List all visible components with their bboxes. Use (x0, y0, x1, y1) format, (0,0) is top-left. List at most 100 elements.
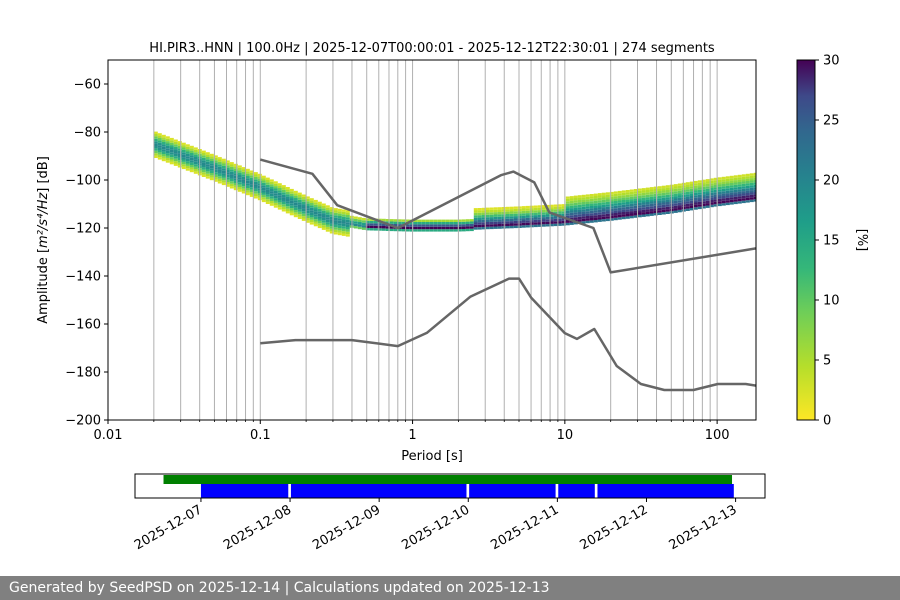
density-cell (405, 219, 410, 222)
density-cell (169, 145, 174, 148)
density-cell (433, 219, 438, 222)
density-cell (605, 213, 610, 217)
density-cell (537, 212, 542, 215)
density-cell (265, 182, 270, 185)
density-cell (313, 211, 318, 215)
density-cell (705, 183, 710, 187)
density-cell (297, 204, 302, 207)
density-cell (505, 218, 510, 222)
density-cell (245, 173, 250, 176)
density-cell (493, 224, 498, 227)
density-cell (237, 172, 242, 175)
density-cell (633, 189, 638, 192)
density-cell (325, 222, 330, 225)
density-cell (353, 223, 358, 227)
density-cell (721, 186, 726, 189)
density-cell (465, 226, 470, 229)
density-cell (641, 209, 646, 213)
density-cell (693, 183, 698, 186)
density-cell (733, 199, 738, 202)
density-cell (225, 184, 230, 187)
density-cell (661, 195, 666, 198)
density-cell (637, 190, 642, 194)
density-cell (625, 216, 630, 219)
density-cell (389, 219, 394, 222)
density-cell (649, 199, 654, 202)
density-cell (245, 185, 250, 188)
density-cell (573, 222, 578, 225)
density-cell (513, 208, 518, 212)
density-cell (329, 209, 334, 212)
density-cell (733, 175, 738, 178)
density-cell (597, 193, 602, 196)
density-cell (425, 219, 430, 222)
density-cell (525, 205, 530, 209)
density-cell (425, 224, 430, 227)
density-cell (697, 199, 702, 202)
density-cell (265, 199, 270, 202)
density-cell (413, 222, 418, 225)
density-cell (181, 157, 186, 160)
density-cell (485, 219, 490, 222)
density-cell (665, 199, 670, 202)
density-cell (689, 196, 694, 199)
density-cell (217, 176, 222, 179)
density-cell (533, 219, 538, 223)
density-cell (241, 167, 246, 170)
density-cell (601, 219, 606, 222)
density-cell (525, 210, 530, 214)
density-cell (341, 233, 346, 236)
density-cell (205, 171, 210, 174)
density-cell (261, 182, 266, 186)
density-cell (469, 226, 474, 229)
density-cell (249, 172, 254, 176)
density-cell (733, 194, 738, 197)
y-tick-label: −60 (74, 78, 101, 93)
density-cell (517, 218, 522, 221)
x-tick-label: 10 (557, 428, 574, 443)
density-cell (173, 151, 178, 154)
density-cell (741, 181, 746, 184)
density-cell (677, 202, 682, 206)
density-cell (393, 228, 398, 232)
density-cell (585, 220, 590, 224)
density-cell (341, 216, 346, 220)
density-cell (517, 211, 522, 214)
density-cell (493, 226, 498, 229)
density-cell (725, 188, 730, 191)
density-cell (277, 195, 282, 198)
density-cell (565, 196, 570, 199)
density-cell (613, 201, 618, 204)
density-cell (193, 169, 198, 172)
density-cell (277, 202, 282, 205)
density-cell (373, 221, 378, 224)
density-cell (569, 222, 574, 225)
density-cell (705, 205, 710, 208)
density-cell (481, 210, 486, 213)
density-cell (193, 164, 198, 167)
density-cell (173, 146, 178, 150)
density-cell (153, 134, 158, 137)
density-cell (665, 211, 670, 214)
density-cell (269, 198, 274, 201)
density-cell (537, 222, 542, 225)
density-cell (545, 212, 550, 215)
density-cell (529, 210, 534, 213)
density-cell (369, 220, 374, 224)
density-cell (529, 222, 534, 225)
density-cell (485, 226, 490, 230)
density-cell (737, 186, 742, 190)
density-cell (245, 183, 250, 186)
density-cell (297, 211, 302, 215)
density-cell (689, 200, 694, 204)
density-cell (261, 178, 266, 181)
density-cell (345, 234, 350, 237)
density-cell (621, 197, 626, 200)
density-cell (649, 191, 654, 195)
density-cell (225, 167, 230, 170)
density-cell (545, 224, 550, 227)
density-cell (213, 169, 218, 173)
density-cell (201, 160, 206, 163)
density-cell (565, 222, 570, 226)
density-cell (245, 192, 250, 196)
